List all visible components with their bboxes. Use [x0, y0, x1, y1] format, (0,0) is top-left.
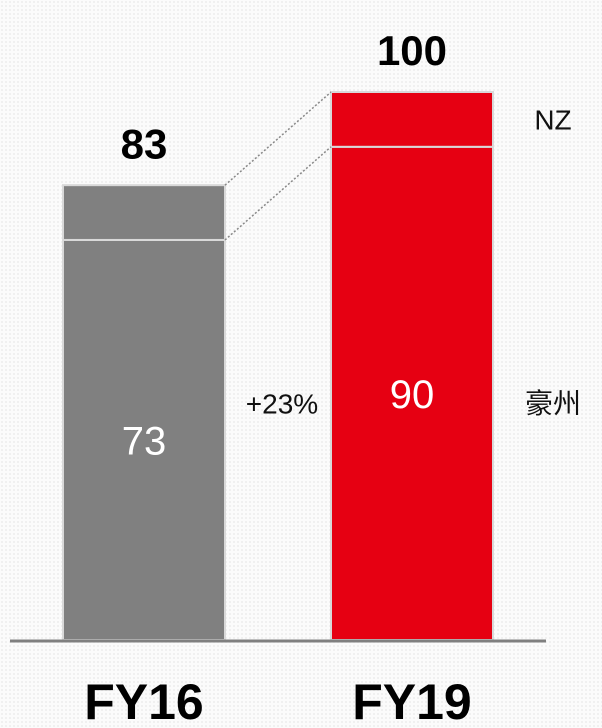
bar-segment: [62, 238, 226, 642]
bar-segment: [330, 145, 494, 642]
total-label: 100: [377, 27, 447, 74]
connector: [224, 146, 332, 241]
category-label: FY16: [84, 674, 204, 728]
segment-label: 73: [122, 420, 167, 464]
growth-annotation: +23%: [246, 388, 318, 419]
legend-label: 豪州: [525, 388, 581, 419]
connector: [224, 91, 332, 186]
category-label: FY19: [352, 674, 472, 728]
legend-label: NZ: [534, 104, 571, 135]
total-label: 83: [121, 120, 168, 167]
segment-label: 90: [390, 373, 435, 417]
bar-segment: [62, 184, 226, 241]
bar-segment: [330, 91, 494, 148]
